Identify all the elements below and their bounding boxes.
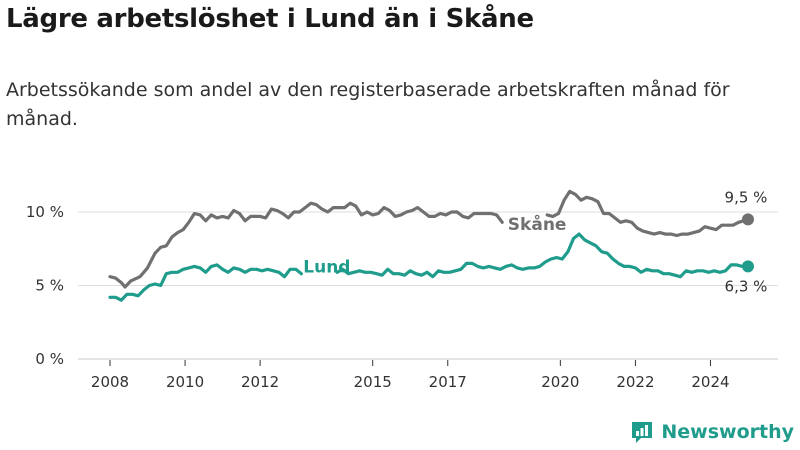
series-line-lund-1	[108, 263, 303, 302]
x-tick-label: 2020	[541, 373, 579, 391]
series-line-skne-2	[545, 189, 750, 238]
y-tick-label: 10 %	[26, 203, 64, 221]
chart-subtitle: Arbetssökande som andel av den registerb…	[6, 79, 730, 130]
y-axis: 0 % 5 % 10 %	[26, 203, 64, 368]
end-point-lund	[742, 260, 754, 273]
x-tick-label: 2008	[91, 373, 129, 391]
series-labels: 9,5 % Skåne 6,3 % Lund	[303, 188, 767, 295]
end-value-label-skne: 9,5 %	[725, 188, 768, 206]
series-lines	[108, 189, 754, 302]
x-axis: 2008 2010 2012 2015 2017 2020 2022 2024	[91, 360, 730, 391]
brand-logo: Newsworthy	[629, 419, 794, 445]
x-tick-label: 2022	[616, 373, 654, 391]
brand-name: Newsworthy	[661, 421, 794, 443]
x-tick-label: 2024	[691, 373, 729, 391]
series-line-skne-1	[108, 201, 504, 289]
series-label-skne: Skåne	[508, 213, 567, 235]
end-point-skne	[742, 213, 754, 226]
newsworthy-logo-icon	[632, 422, 653, 443]
y-tick-label: 0 %	[35, 350, 64, 368]
end-value-label-lund: 6,3 %	[725, 277, 768, 295]
series-line-lund-2	[335, 232, 750, 279]
chart-title: Lägre arbetslöshet i Lund än i Skåne	[6, 4, 534, 34]
x-tick-label: 2012	[241, 373, 279, 391]
x-tick-label: 2017	[429, 373, 467, 391]
y-tick-label: 5 %	[35, 277, 64, 295]
x-tick-label: 2015	[354, 373, 392, 391]
x-tick-label: 2010	[166, 373, 204, 391]
series-label-lund: Lund	[303, 257, 350, 277]
